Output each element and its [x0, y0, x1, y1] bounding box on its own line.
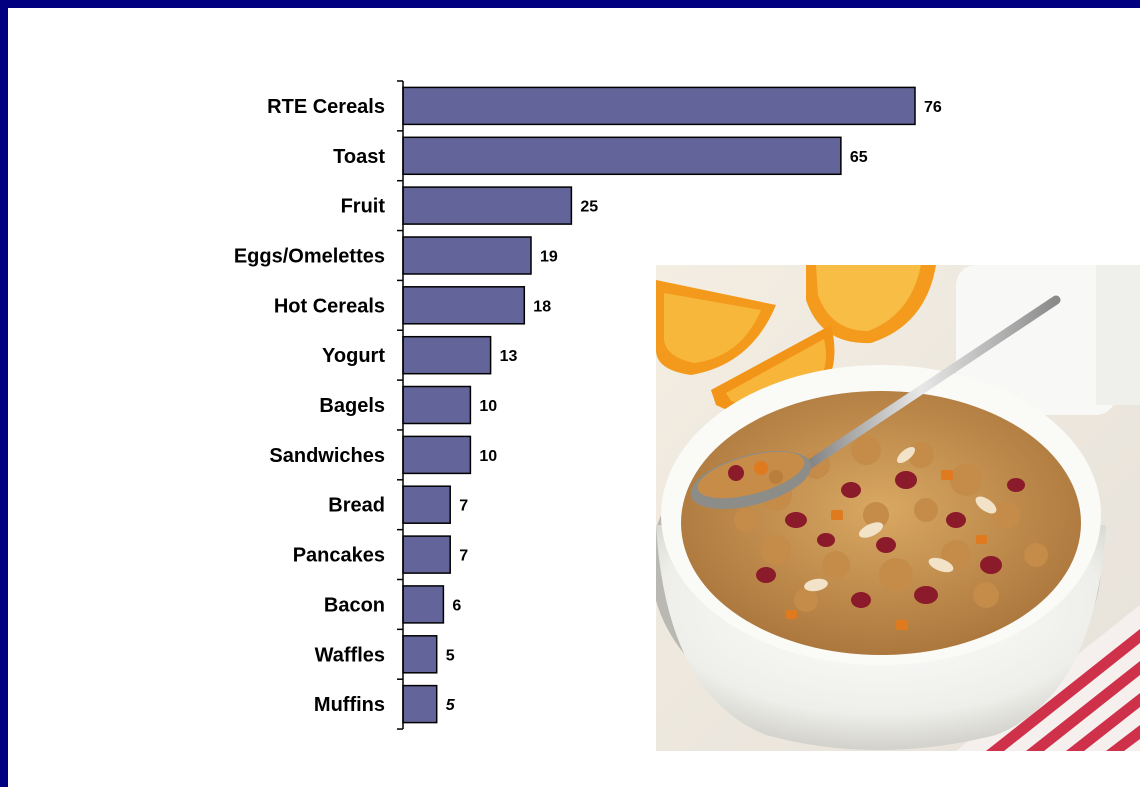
- value-label: 25: [580, 199, 598, 216]
- bar-bagels: [402, 385, 472, 425]
- category-label: Waffles: [315, 644, 385, 666]
- category-label: Fruit: [341, 196, 386, 218]
- category-label: Toast: [333, 146, 385, 168]
- granola-bowl-photo: [656, 265, 1140, 751]
- bar-bacon: [402, 585, 445, 624]
- category-label: Sandwiches: [269, 445, 385, 467]
- value-label: 19: [540, 249, 558, 266]
- value-label: 65: [850, 149, 868, 166]
- category-label: Muffins: [314, 694, 385, 716]
- value-label: 5: [446, 697, 456, 714]
- bar-yogurt: [402, 335, 492, 375]
- y-axis: [397, 80, 404, 730]
- bar-waffles: [402, 635, 438, 674]
- value-label: 10: [479, 398, 497, 415]
- category-label: Bagels: [319, 395, 385, 417]
- value-label: 6: [452, 597, 461, 614]
- value-label: 10: [479, 448, 497, 465]
- bars-layer: [402, 86, 916, 724]
- bar-fruit: [402, 186, 573, 225]
- bar-muffins: [402, 684, 438, 724]
- bar-eggs-omelettes: [402, 236, 532, 275]
- bar-hot-cereals: [402, 286, 526, 325]
- category-label: Bread: [328, 495, 385, 517]
- bar-sandwiches: [402, 435, 472, 475]
- value-label: 18: [533, 298, 551, 315]
- value-label: 76: [924, 99, 942, 116]
- category-label: Hot Cereals: [274, 295, 385, 317]
- bar-bread: [402, 485, 451, 524]
- value-label: 7: [459, 498, 468, 515]
- category-label: RTE Cereals: [267, 96, 385, 118]
- category-label: Eggs/Omelettes: [234, 246, 385, 268]
- category-label: Yogurt: [322, 345, 385, 367]
- value-label: 13: [500, 348, 518, 365]
- value-label: 5: [446, 647, 455, 664]
- value-label: 7: [459, 548, 468, 565]
- category-label: Bacon: [324, 594, 385, 616]
- bar-toast: [402, 136, 842, 176]
- bar-pancakes: [402, 535, 451, 574]
- category-label: Pancakes: [293, 545, 385, 567]
- bar-rte-cereals: [402, 86, 916, 126]
